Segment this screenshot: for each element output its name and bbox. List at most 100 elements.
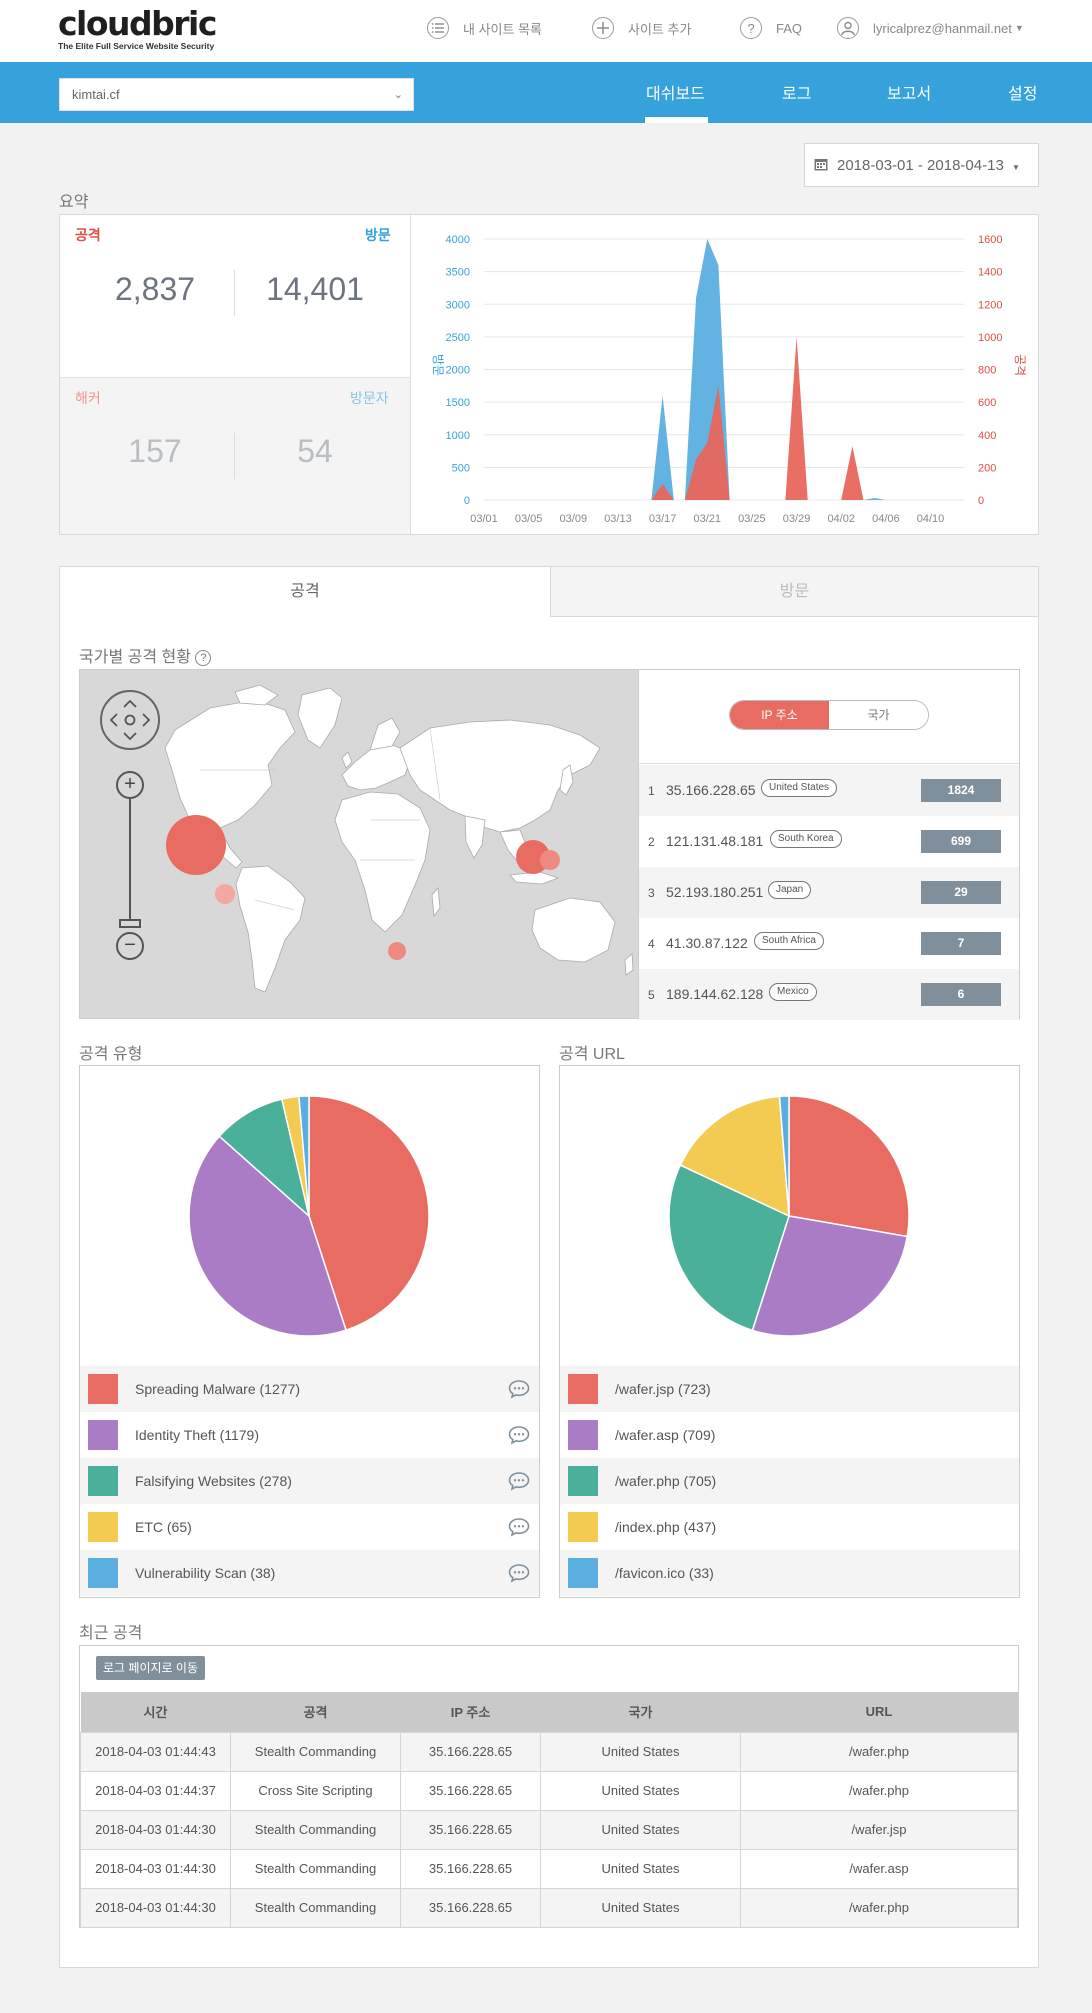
date-range-picker[interactable]: 2018-03-01 - 2018-04-13 ▼ (804, 143, 1039, 187)
tab-visit[interactable]: 방문 (550, 567, 1038, 617)
logo-text: cloudbric (58, 4, 217, 43)
y-right-tick-label: 600 (978, 397, 996, 409)
table-cell: Stealth Commanding (230, 1887, 401, 1928)
legend-row[interactable]: /wafer.php (705) (560, 1458, 1019, 1504)
pie-slice[interactable] (778, 1095, 790, 1217)
nav-user-menu[interactable]: lyricalprez@hanmail.net ▼ (837, 14, 1024, 42)
legend-swatch (568, 1420, 598, 1450)
attacker-row[interactable]: 1 35.166.228.65 United States 1824 (639, 765, 1019, 816)
bubble-south-africa[interactable] (388, 942, 406, 960)
legend-row[interactable]: Falsifying Websites (278) (80, 1458, 539, 1504)
pie-slice[interactable] (308, 1095, 430, 1332)
zoom-slider-handle[interactable] (119, 919, 141, 928)
table-row[interactable]: 2018-04-03 01:44:43 Stealth Commanding 35.… (80, 1731, 1018, 1772)
comment-icon[interactable] (508, 1425, 530, 1448)
legend-row[interactable]: /index.php (437) (560, 1504, 1019, 1550)
site-selector[interactable]: kimtai.cf ⌄ (59, 78, 414, 111)
bubble-japan[interactable] (540, 850, 560, 870)
ip-address: 121.131.48.181 (666, 833, 764, 849)
col-country[interactable]: 국가 (540, 1692, 741, 1732)
toggle-country[interactable]: 국가 (829, 701, 928, 729)
col-attack[interactable]: 공격 (230, 1692, 401, 1732)
country-badge: South Africa (754, 932, 824, 950)
col-url[interactable]: URL (740, 1692, 1018, 1732)
divider (639, 763, 1019, 764)
col-ip[interactable]: IP 주소 (400, 1692, 541, 1732)
legend-row[interactable]: /favicon.ico (33) (560, 1550, 1019, 1596)
tab-logs[interactable]: 로그 (782, 86, 812, 103)
attacker-row[interactable]: 2 121.131.48.181 South Korea 699 (639, 816, 1019, 867)
pie-slice[interactable] (298, 1095, 310, 1217)
user-icon (837, 17, 859, 39)
comment-icon[interactable] (508, 1471, 530, 1494)
ip-address: 52.193.180.251 (666, 884, 764, 900)
attacker-row[interactable]: 4 41.30.87.122 South Africa 7 (639, 918, 1019, 969)
pie-slice[interactable] (188, 1135, 347, 1337)
zoom-in-button[interactable]: + (116, 771, 144, 799)
visit-label: 방문 (365, 227, 391, 243)
geo-title-text: 국가별 공격 현황 (79, 649, 191, 666)
nav-my-sites[interactable]: 내 사이트 목록 (427, 14, 542, 42)
bubble-united-states[interactable] (166, 815, 226, 875)
table-cell: 35.166.228.65 (400, 1887, 541, 1928)
rank: 2 (648, 835, 655, 849)
attack-count-badge: 7 (921, 932, 1001, 955)
comment-icon[interactable] (508, 1379, 530, 1402)
pie-slice[interactable] (218, 1098, 311, 1219)
toggle-ip[interactable]: IP 주소 (730, 701, 829, 729)
attack-type-title: 공격 유형 (79, 1046, 143, 1063)
country-badge: South Korea (770, 830, 842, 848)
legend-swatch (88, 1558, 118, 1588)
table-cell: United States (540, 1731, 741, 1772)
top-header: cloudbric The Elite Full Service Website… (0, 0, 1092, 62)
table-row[interactable]: 2018-04-03 01:44:30 Stealth Commanding 35.… (80, 1887, 1018, 1928)
x-tick-label: 03/21 (693, 513, 721, 525)
tab-settings[interactable]: 설정 (1008, 86, 1038, 103)
recent-attacks-panel: 로그 페이지로 이동 시간 공격 IP 주소 국가 URL 2018-04-03… (79, 1645, 1019, 1928)
zoom-out-button[interactable]: − (116, 932, 144, 960)
pie-slice[interactable] (788, 1095, 910, 1238)
attack-count-badge: 29 (921, 881, 1001, 904)
plus-circle-icon (592, 17, 614, 39)
comment-icon[interactable] (508, 1517, 530, 1540)
pie-slice[interactable] (679, 1095, 790, 1218)
world-map[interactable]: + − (79, 669, 639, 1019)
legend-row[interactable]: /wafer.jsp (723) (560, 1366, 1019, 1412)
visitor-label: 방문자 (350, 390, 389, 406)
go-to-logs-button[interactable]: 로그 페이지로 이동 (96, 1656, 205, 1680)
table-row[interactable]: 2018-04-03 01:44:30 Stealth Commanding 35.… (80, 1848, 1018, 1889)
legend-row[interactable]: Vulnerability Scan (38) (80, 1550, 539, 1596)
tab-dashboard[interactable]: 대쉬보드 (646, 86, 705, 103)
x-tick-label: 03/13 (604, 513, 632, 525)
question-icon: ? (740, 17, 762, 39)
table-row[interactable]: 2018-04-03 01:44:30 Stealth Commanding 35.… (80, 1809, 1018, 1850)
legend-row[interactable]: Spreading Malware (1277) (80, 1366, 539, 1412)
legend-row[interactable]: /wafer.asp (709) (560, 1412, 1019, 1458)
legend-row[interactable]: ETC (65) (80, 1504, 539, 1550)
table-row[interactable]: 2018-04-03 01:44:37 Cross Site Scripting 3… (80, 1770, 1018, 1811)
attack-url-title: 공격 URL (559, 1046, 625, 1063)
bubble-mexico[interactable] (215, 884, 235, 904)
legend-row[interactable]: Identity Theft (1179) (80, 1412, 539, 1458)
nav-add-site[interactable]: 사이트 추가 (592, 14, 691, 42)
nav-faq[interactable]: ? FAQ (740, 14, 802, 42)
traffic-area-chart: 0 500 1000 1500 2000 2500 3000 3500 4000 0 200 400 6… (431, 234, 1027, 525)
y-right-tick-label: 400 (978, 430, 996, 442)
legend-label: Identity Theft (1179) (135, 1427, 259, 1443)
tab-attack[interactable]: 공격 (60, 567, 550, 617)
logo[interactable]: cloudbric The Elite Full Service Website… (58, 4, 217, 52)
pie-slice[interactable] (751, 1215, 909, 1337)
rank: 4 (648, 937, 655, 951)
tab-reports[interactable]: 보고서 (887, 86, 932, 103)
attacker-row[interactable]: 5 189.144.62.128 Mexico 6 (639, 969, 1019, 1020)
map-pan-control[interactable] (100, 690, 160, 750)
hacker-label: 해커 (75, 390, 101, 406)
comment-icon[interactable] (508, 1563, 530, 1586)
attacker-row[interactable]: 3 52.193.180.251 Japan 29 (639, 867, 1019, 918)
attack-count-badge: 699 (921, 830, 1001, 853)
pie-slice[interactable] (668, 1164, 790, 1332)
col-time[interactable]: 시간 (80, 1692, 231, 1732)
hacker-count: 157 (128, 433, 182, 469)
table-cell: United States (540, 1887, 741, 1928)
help-icon[interactable]: ? (195, 650, 212, 666)
